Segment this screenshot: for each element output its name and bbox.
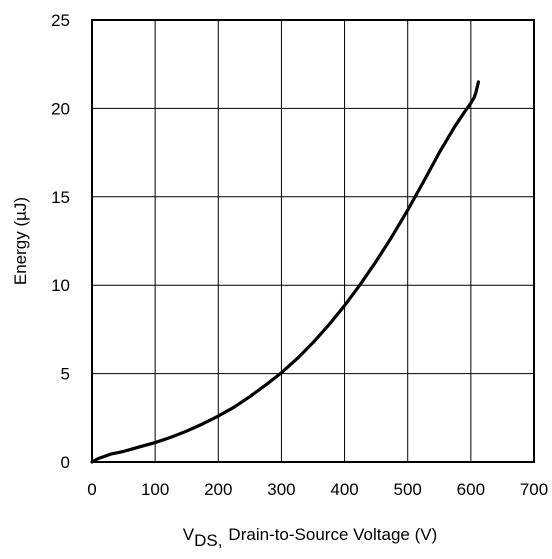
plot-area-frame: [91, 19, 535, 463]
x-axis-title-main: V: [183, 525, 195, 544]
x-tick-label: 200: [204, 480, 232, 499]
x-axis-title-subscript: DS,: [194, 531, 222, 550]
x-axis-ticks: 0 100 200 300 400 500 600 700: [87, 480, 548, 499]
x-axis-title: VDS, Drain-to-Source Voltage (V): [183, 525, 438, 550]
y-tick-label: 5: [61, 365, 70, 384]
x-tick-label: 0: [87, 480, 96, 499]
grid: [92, 20, 534, 462]
x-tick-label: 500: [394, 480, 422, 499]
series: [90, 80, 481, 464]
y-tick-label: 25: [51, 11, 70, 30]
y-tick-label: 0: [61, 453, 70, 472]
x-tick-label: 700: [520, 480, 548, 499]
y-axis-title: Energy (µJ): [11, 197, 30, 285]
x-tick-label: 600: [457, 480, 485, 499]
y-axis-ticks: 0 5 10 15 20 25: [51, 11, 70, 472]
y-tick-label: 10: [51, 276, 70, 295]
y-tick-label: 20: [51, 99, 70, 118]
y-tick-label: 15: [51, 188, 70, 207]
x-tick-label: 400: [330, 480, 358, 499]
series-line: [90, 80, 481, 464]
x-tick-label: 100: [141, 480, 169, 499]
x-axis-title-rest: Drain-to-Source Voltage (V): [228, 525, 437, 544]
x-tick-label: 300: [267, 480, 295, 499]
